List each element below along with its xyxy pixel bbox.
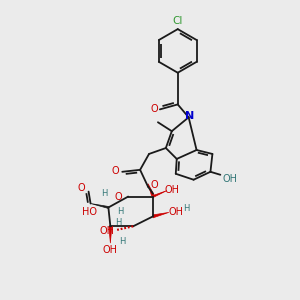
Text: O: O bbox=[150, 104, 158, 114]
Polygon shape bbox=[148, 184, 154, 196]
Text: OH: OH bbox=[168, 207, 183, 218]
Text: O: O bbox=[112, 166, 119, 176]
Text: N: N bbox=[185, 111, 194, 121]
Text: H: H bbox=[184, 204, 190, 213]
Text: H: H bbox=[101, 189, 108, 198]
Polygon shape bbox=[91, 203, 108, 208]
Text: H: H bbox=[119, 237, 125, 246]
Text: OH: OH bbox=[223, 174, 238, 184]
Text: OH: OH bbox=[164, 184, 179, 195]
Text: O: O bbox=[150, 180, 158, 190]
Text: Cl: Cl bbox=[172, 16, 183, 26]
Polygon shape bbox=[153, 212, 169, 218]
Polygon shape bbox=[109, 226, 112, 243]
Text: OH: OH bbox=[100, 226, 115, 236]
Text: H: H bbox=[115, 218, 122, 227]
Text: H: H bbox=[117, 207, 124, 216]
Polygon shape bbox=[153, 190, 167, 198]
Text: HO: HO bbox=[82, 207, 97, 218]
Text: O: O bbox=[115, 192, 122, 202]
Text: OH: OH bbox=[103, 245, 118, 255]
Text: O: O bbox=[78, 183, 86, 193]
